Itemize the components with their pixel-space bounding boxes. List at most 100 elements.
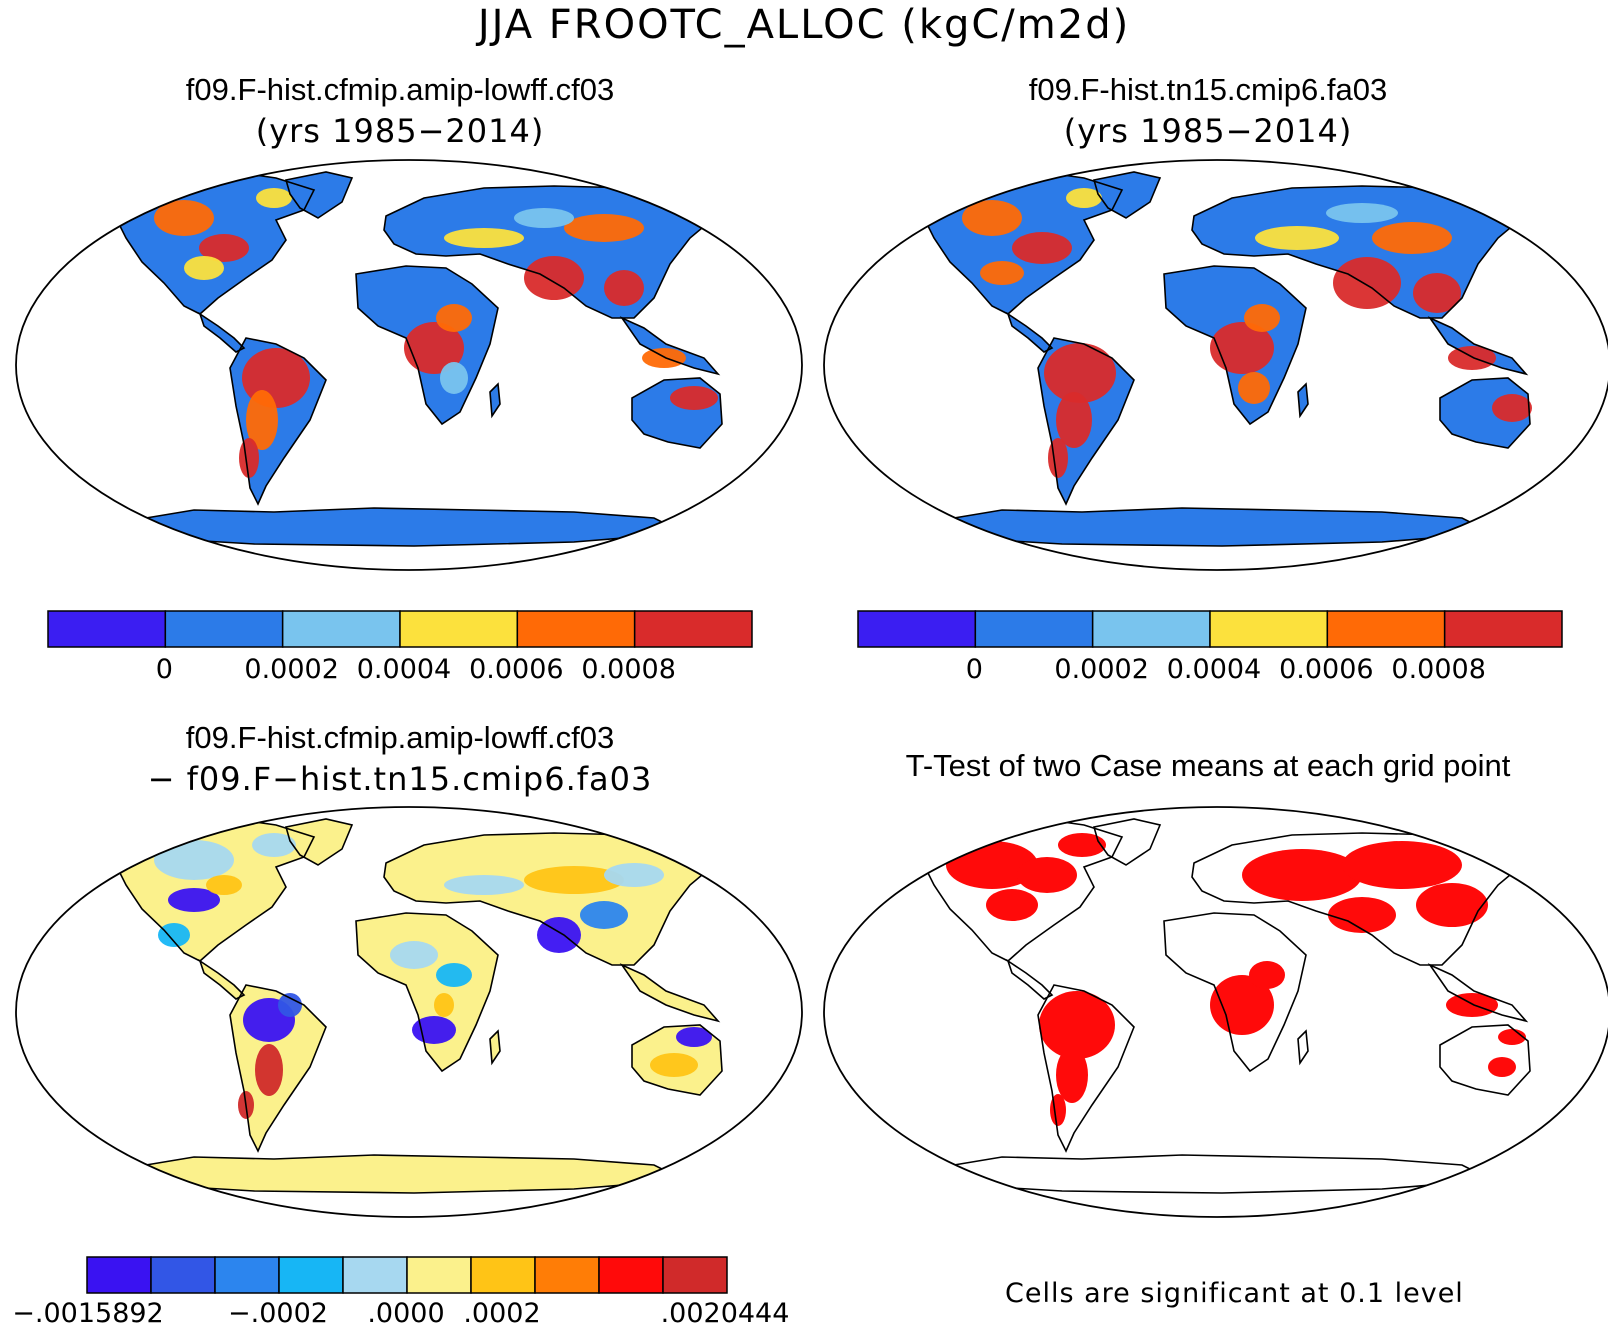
field-patch <box>1242 849 1362 901</box>
field-patch <box>1249 961 1285 989</box>
colorbar-panel-3-box <box>534 1256 600 1294</box>
colorbar-panel-1-tick-label: 0.0008 <box>581 654 676 685</box>
greenland-coastline <box>284 818 354 866</box>
map-border <box>15 159 803 571</box>
australia-coastline <box>1439 1024 1531 1096</box>
field-patch <box>206 875 242 895</box>
field-patch <box>514 208 574 228</box>
field-patch <box>1210 975 1274 1035</box>
map-panel-3 <box>15 806 803 1218</box>
africa-coastline <box>355 912 499 1073</box>
map-content <box>115 171 723 547</box>
antarctica-coastline <box>132 1154 687 1194</box>
colorbar-panel-3 <box>86 1256 728 1294</box>
antarctica-coastline <box>132 507 687 547</box>
field-patch <box>1048 438 1068 478</box>
colorbar-panel-1 <box>47 610 753 648</box>
indochina-islands-coastline <box>619 963 721 1023</box>
field-patch <box>390 941 438 969</box>
field-patch <box>980 261 1024 285</box>
map-panel-1 <box>15 159 803 571</box>
colorbar-panel-1-tick-label: 0.0006 <box>469 654 564 685</box>
madagascar-land <box>1298 384 1308 416</box>
field-patch <box>1255 226 1339 250</box>
field-patch <box>255 1044 283 1096</box>
colorbar-panel-2-tick-label: 0.0002 <box>1054 654 1149 685</box>
map-border <box>823 806 1608 1218</box>
field-patch <box>1210 322 1274 374</box>
map-border <box>823 159 1608 571</box>
significance-note: Cells are significant at 0.1 level <box>1005 1278 1464 1309</box>
panel1-title: f09.F-hist.cfmip.amip-lowff.cf03 <box>185 72 615 107</box>
colorbar-panel-3-tick-label: −.0002 <box>228 1298 328 1329</box>
field-patch <box>1058 833 1106 857</box>
colorbar-panel-3-box <box>342 1256 408 1294</box>
north-america-coastline <box>115 171 316 315</box>
field-patch <box>252 833 296 857</box>
antarctica-coastline <box>940 507 1495 547</box>
field-patch <box>154 840 234 880</box>
field-patch <box>676 1027 712 1047</box>
map-panel-2 <box>823 159 1608 571</box>
colorbar-panel-3-box <box>662 1256 728 1294</box>
panel2-subtitle: (yrs 1985−2014) <box>1063 112 1353 150</box>
field-patch <box>962 200 1022 236</box>
indochina-islands-coastline <box>619 316 721 376</box>
colorbar-panel-2-tick-label: 0.0004 <box>1166 654 1262 685</box>
indochina-islands-coastline <box>1427 963 1529 1023</box>
map-content <box>115 818 723 1194</box>
colorbar-panel-1-box <box>516 610 636 648</box>
madagascar-land <box>1298 1031 1308 1063</box>
field-patch <box>580 901 628 929</box>
africa-coastline <box>1163 912 1307 1073</box>
central-america-land <box>1008 961 1052 999</box>
colorbar-panel-2-box <box>1443 610 1563 648</box>
greenland-coastline <box>1092 818 1162 866</box>
antarctica-land <box>134 508 684 546</box>
field-patch <box>1446 993 1498 1017</box>
greenland-coastline <box>1092 171 1162 219</box>
greenland-land <box>1094 819 1160 865</box>
panel3-title: f09.F-hist.cfmip.amip-lowff.cf03 <box>185 720 615 755</box>
south-america-coastline <box>1037 984 1135 1153</box>
antarctica-coastline <box>940 1154 1495 1194</box>
greenland-coastline <box>284 171 354 219</box>
field-patch <box>642 348 686 368</box>
colorbar-panel-2-box <box>1326 610 1446 648</box>
panel1-subtitle: (yrs 1985−2014) <box>255 112 545 150</box>
australia-coastline <box>631 1024 723 1096</box>
antarctica-land <box>134 1155 684 1193</box>
colorbar-panel-3-box <box>150 1256 216 1294</box>
colorbar-panel-3-tick-label: .0000 <box>367 1298 445 1329</box>
south-america-coastline <box>229 984 327 1153</box>
south-america-coastline <box>229 337 327 506</box>
indochina-islands-coastline <box>1427 316 1529 376</box>
field-patch <box>1488 1057 1516 1077</box>
colorbar-panel-3-box <box>86 1256 152 1294</box>
field-patch <box>246 390 278 450</box>
colorbar-panel-1-box <box>633 610 753 648</box>
field-patch <box>256 188 292 208</box>
colorbar-panel-3-tick-label: .0020444 <box>660 1298 790 1329</box>
field-patch <box>184 256 224 280</box>
field-patch <box>670 386 718 410</box>
field-patch <box>154 200 214 236</box>
field-patch <box>436 963 472 987</box>
field-patch <box>524 256 584 300</box>
north-america-coastline <box>923 818 1124 962</box>
field-patch <box>1333 257 1401 309</box>
colorbar-panel-1-tick-label: 0 <box>155 654 173 685</box>
field-patch <box>1039 991 1115 1059</box>
map-content <box>923 171 1532 547</box>
field-patch <box>168 888 220 912</box>
field-patch <box>986 889 1038 921</box>
field-patch <box>404 322 464 374</box>
colorbar-panel-3-box <box>214 1256 280 1294</box>
central-america-land <box>200 314 244 352</box>
central-america-land <box>1008 314 1052 352</box>
greenland-land <box>286 819 352 865</box>
field-patch <box>444 228 524 248</box>
panel2-title: f09.F-hist.tn15.cmip6.fa03 <box>1028 72 1388 107</box>
field-patch <box>1044 343 1116 403</box>
north-america-coastline <box>115 818 316 962</box>
